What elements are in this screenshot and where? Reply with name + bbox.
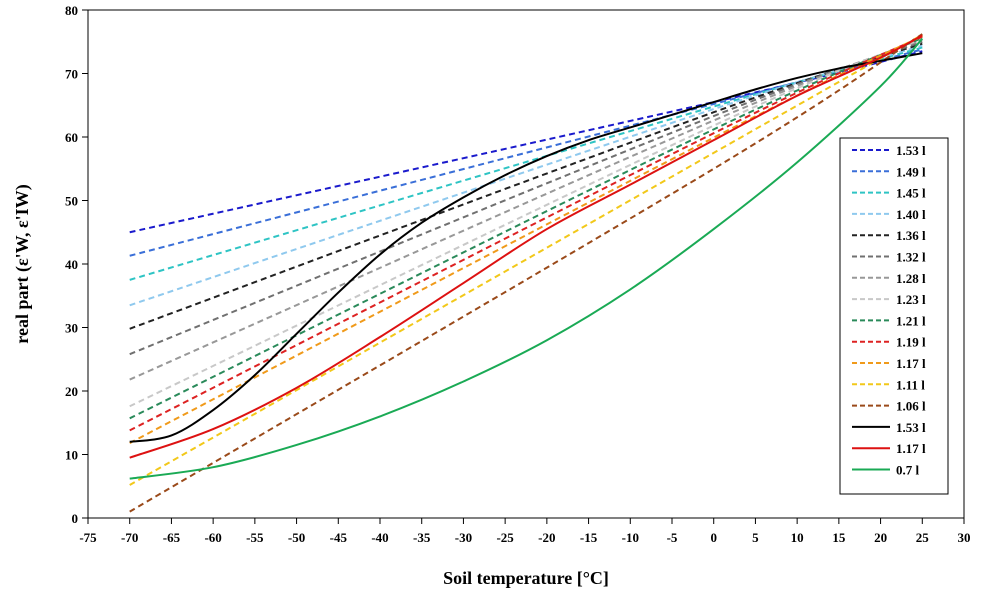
y-tick-label: 10 xyxy=(65,448,78,463)
x-tick-label: -75 xyxy=(79,530,97,545)
legend-label-12: 1.11 l xyxy=(896,377,925,392)
x-tick-label: -65 xyxy=(163,530,181,545)
x-tick-label: -70 xyxy=(121,530,138,545)
legend-box xyxy=(839,137,949,495)
series-line-9 xyxy=(129,37,923,420)
legend-label-11: 1.17 l xyxy=(896,356,926,371)
x-tick-label: -40 xyxy=(371,530,388,545)
legend-label-14: 1.53 l xyxy=(896,420,926,435)
x-tick-label: -15 xyxy=(580,530,598,545)
x-tick-label: -10 xyxy=(622,530,639,545)
plot-area xyxy=(87,9,965,519)
y-axis-title: real part (ε'W, ε'IW) xyxy=(12,184,33,343)
series-line-12 xyxy=(129,33,923,486)
series-line-15 xyxy=(129,34,923,459)
y-tick-label: 0 xyxy=(72,511,79,526)
x-tick-label: -55 xyxy=(246,530,264,545)
y-tick-label: 70 xyxy=(65,67,78,82)
series-line-16 xyxy=(129,37,924,480)
legend-label-13: 1.06 l xyxy=(896,399,926,414)
series-line-3 xyxy=(129,46,923,281)
legend-label-6: 1.32 l xyxy=(896,250,926,265)
legend-label-10: 1.19 l xyxy=(896,335,926,350)
x-tick-label: -25 xyxy=(496,530,514,545)
series-line-13 xyxy=(129,33,923,513)
y-tick-label: 80 xyxy=(65,3,78,18)
x-tick-label: 10 xyxy=(791,530,804,545)
x-tick-label: 20 xyxy=(874,530,887,545)
legend: 1.53 l 1.49 l 1.45 l 1.40 l 1.36 l 1.32 l 1.28… xyxy=(839,137,949,495)
series-line-8 xyxy=(129,37,923,408)
y-tick-label: 20 xyxy=(65,384,78,399)
x-tick-label: 5 xyxy=(752,530,759,545)
series-line-4 xyxy=(129,44,923,307)
x-tick-label: -45 xyxy=(330,530,348,545)
x-tick-label: -30 xyxy=(455,530,472,545)
series-line-14 xyxy=(129,52,923,443)
x-tick-label: -60 xyxy=(204,530,221,545)
legend-label-1: 1.53 l xyxy=(896,143,926,158)
x-tick-label: -5 xyxy=(667,530,678,545)
x-tick-label: -50 xyxy=(288,530,305,545)
legend-label-16: 0.7 l xyxy=(896,463,920,478)
legend-label-3: 1.45 l xyxy=(896,186,926,201)
y-tick-label: 30 xyxy=(65,321,78,336)
axis-layer: -75 -70 -65 -60 -55 -50 -45 -40 -35 -30 -25 -20 -15-… xyxy=(65,3,971,545)
y-tick-label: 60 xyxy=(65,130,78,145)
y-tick-label: 50 xyxy=(65,194,78,209)
series-line-10 xyxy=(129,35,923,432)
x-tick-label: 30 xyxy=(958,530,971,545)
x-tick-label: 0 xyxy=(710,530,717,545)
y-tick-label: 40 xyxy=(65,257,78,272)
x-tick-label: -20 xyxy=(538,530,555,545)
series-layer xyxy=(129,33,924,513)
x-tick-label: 15 xyxy=(832,530,846,545)
legend-label-9: 1.21 l xyxy=(896,313,926,328)
legend-label-4: 1.40 l xyxy=(896,207,926,222)
legend-label-15: 1.17 l xyxy=(896,441,926,456)
legend-label-7: 1.28 l xyxy=(896,271,926,286)
legend-label-2: 1.49 l xyxy=(896,164,926,179)
x-axis-title: Soil temperature [°C] xyxy=(443,568,609,588)
x-tick-label: 25 xyxy=(916,530,930,545)
legend-label-8: 1.23 l xyxy=(896,292,926,307)
legend-label-5: 1.36 l xyxy=(896,228,926,243)
x-tick-label: -35 xyxy=(413,530,431,545)
